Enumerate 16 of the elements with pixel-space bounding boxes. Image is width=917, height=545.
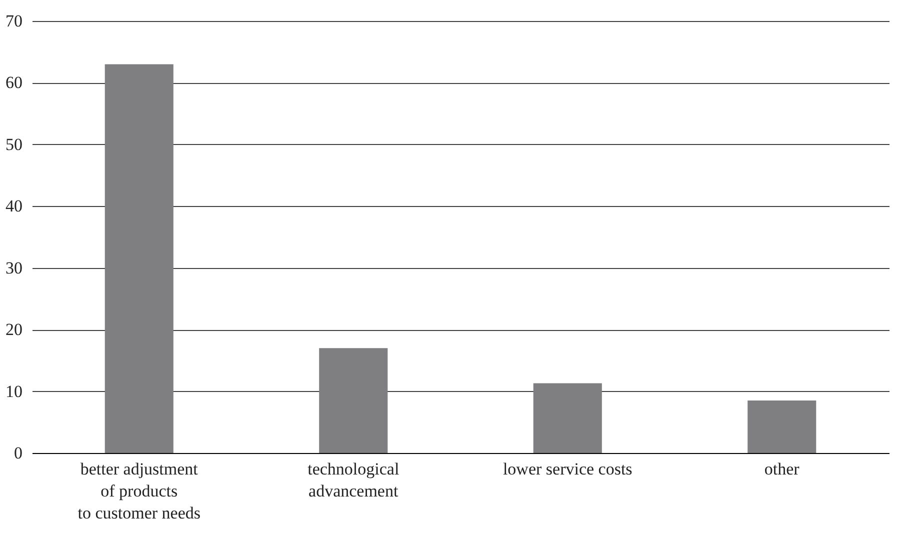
x-tick-label: other [764, 460, 800, 478]
x-tick-label: lower service costs [502, 460, 632, 478]
y-tick-label: 10 [6, 382, 22, 401]
y-tick-label: 70 [6, 12, 22, 30]
x-tick-label: better adjustment of products to customer needs [78, 460, 200, 522]
y-tick-label: 0 [14, 444, 22, 462]
bar [104, 64, 174, 453]
y-tick-label: 50 [6, 134, 22, 154]
y-tick-label: 60 [6, 73, 22, 92]
y-tick-label: 20 [6, 320, 22, 340]
y-tick-label: 40 [6, 196, 22, 216]
bar [748, 400, 816, 453]
bar [533, 383, 602, 453]
y-tick-label: 30 [6, 258, 22, 278]
x-tick-label: technological advancement [308, 460, 400, 500]
bar [319, 348, 388, 453]
